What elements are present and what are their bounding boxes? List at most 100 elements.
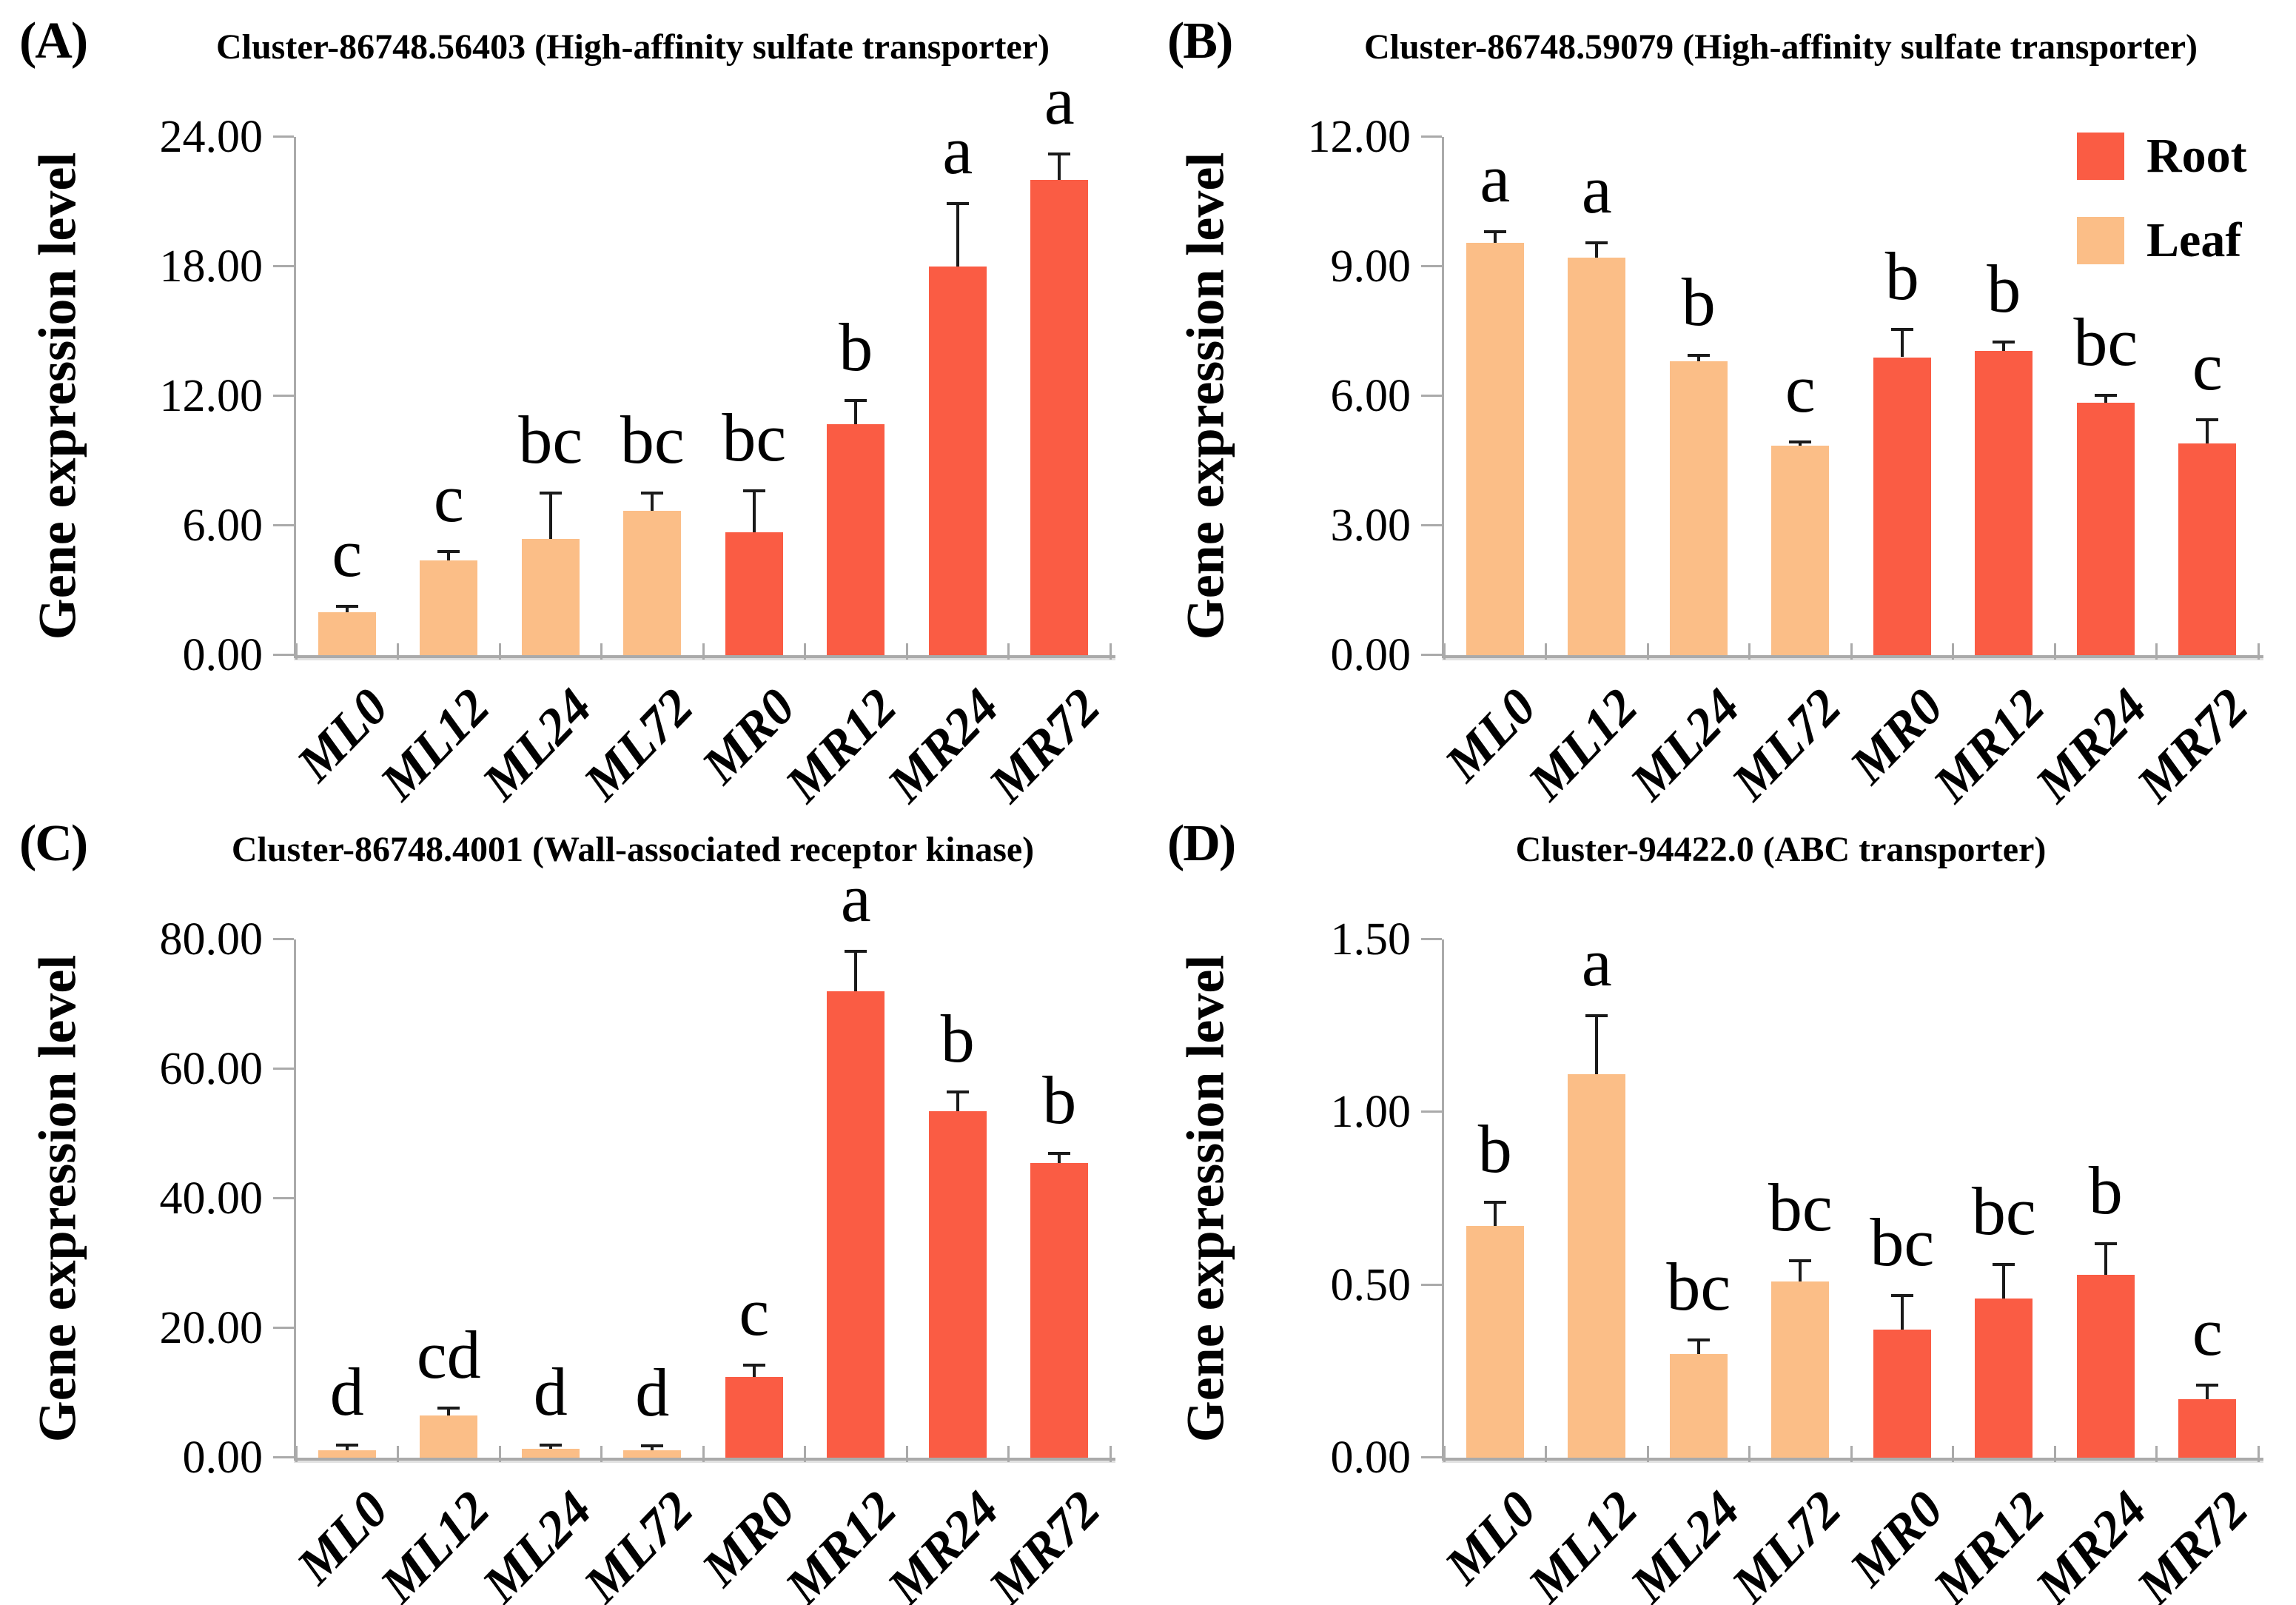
x-tick-mark (2155, 643, 2158, 660)
bar-mr12 (827, 991, 885, 1458)
panel-b-plot-area: 12.00 9.00 6.00 3.00 0.00 a ML0 a ML12 b ML24 c ML72… (1148, 0, 2296, 813)
significance-letter: b (1987, 251, 2021, 327)
error-bar-cap (437, 550, 460, 553)
bar-ml24 (1669, 361, 1728, 655)
error-bar-line (752, 491, 756, 532)
x-label-ml24: ML24 (471, 1481, 603, 1605)
error-bar-line (447, 1407, 451, 1416)
error-bar-cap (1890, 327, 1913, 331)
error-bar-cap (946, 202, 969, 206)
x-tick-mark (2053, 1446, 2056, 1462)
error-bar-cap (1687, 1338, 1710, 1342)
significance-letter: c (433, 460, 464, 536)
error-bar-line (548, 1445, 552, 1449)
x-axis-line (1442, 655, 2263, 658)
error-bar-cap (1048, 153, 1071, 156)
error-bar-line (1696, 1340, 1700, 1354)
error-bar-line (1493, 232, 1497, 243)
bar-mr72 (1030, 180, 1089, 655)
error-bar-cap (641, 1444, 664, 1448)
y-tick-label: 6.00 (182, 500, 263, 551)
y-axis-line (1442, 939, 1444, 1460)
bar-mr24 (2076, 402, 2135, 655)
error-bar-cap (1483, 230, 1506, 234)
y-tick-mark (1421, 395, 1442, 397)
y-tick-mark (1421, 135, 1442, 138)
bar-mr0 (725, 532, 783, 655)
error-bar-line (854, 400, 858, 424)
x-tick-mark (1952, 643, 1954, 660)
significance-letter: bc (1870, 1204, 1935, 1280)
error-bar-cap (335, 605, 358, 609)
x-label-mr24: MR24 (876, 678, 1010, 814)
x-label-mr12: MR12 (1923, 1481, 2056, 1605)
bar-ml72 (623, 510, 682, 655)
bar-mr12 (827, 423, 885, 655)
error-bar-cap (2196, 418, 2219, 422)
x-tick-mark (600, 1446, 602, 1462)
significance-letter: b (940, 1000, 975, 1076)
legend-label-leaf: Leaf (2146, 213, 2242, 267)
y-axis-line (294, 939, 296, 1460)
x-tick-mark (295, 1446, 298, 1462)
x-label-mr72: MR72 (979, 678, 1112, 814)
x-tick-mark (2257, 643, 2260, 660)
bar-ml12 (420, 1415, 478, 1458)
error-bar-cap (2094, 1242, 2117, 1245)
panel-c-title: Cluster-86748.4001 (Wall-associated rece… (231, 830, 1035, 869)
bar-ml0 (318, 611, 376, 655)
error-bar-cap (1483, 1200, 1506, 1204)
bar-ml0 (1466, 242, 1524, 655)
x-tick-mark (1443, 643, 1446, 660)
significance-letter: a (1480, 141, 1511, 217)
significance-letter: a (840, 860, 871, 936)
bar-mr24 (2076, 1274, 2135, 1458)
error-bar-line (2206, 420, 2209, 444)
panel-d-plot-area: 1.50 1.00 0.50 0.00 b ML0 a ML12 bc ML24 bc ML72 bc M… (1148, 802, 2296, 1605)
legend-row-root: Root (2077, 132, 2247, 181)
x-tick-mark (397, 1446, 399, 1462)
error-bar-line (1799, 1261, 1802, 1281)
bar-ml0 (1466, 1226, 1524, 1458)
bar-ml12 (1568, 1074, 1626, 1458)
error-bar-cap (845, 398, 867, 402)
significance-letter: bc (2073, 304, 2138, 380)
significance-letter: bc (1768, 1170, 1833, 1245)
x-label-ml24: ML24 (471, 678, 603, 811)
error-bar-line (1493, 1202, 1497, 1227)
y-tick-mark (1421, 1456, 1442, 1458)
error-bar-cap (1993, 1262, 2015, 1266)
error-bar-line (345, 606, 349, 612)
significance-letter: b (1042, 1062, 1077, 1138)
x-tick-mark (1748, 1446, 1750, 1462)
y-tick-mark (273, 1327, 294, 1329)
error-bar-cap (1048, 1151, 1071, 1155)
x-tick-mark (1109, 1446, 1112, 1462)
bar-mr72 (1030, 1162, 1089, 1458)
x-axis-line (294, 1458, 1115, 1461)
x-tick-mark (2257, 1446, 2260, 1462)
y-axis-line (1442, 137, 1444, 657)
y-tick-label: 20.00 (159, 1303, 263, 1353)
x-tick-mark (2053, 643, 2056, 660)
y-tick-mark (273, 395, 294, 397)
significance-letter: a (942, 113, 973, 189)
panel-c-label: (C) (19, 815, 88, 872)
x-tick-mark (1952, 1446, 1954, 1462)
x-label-ml72: ML72 (1721, 678, 1853, 811)
y-tick-label: 0.00 (182, 1433, 263, 1483)
error-bar-cap (1993, 341, 2015, 344)
error-bar-line (956, 204, 959, 267)
x-tick-mark (397, 643, 399, 660)
panel-b-title: Cluster-86748.59079 (High-affinity sulfa… (1363, 27, 2198, 67)
bar-ml24 (521, 538, 580, 655)
significance-letter: b (1477, 1110, 1512, 1187)
error-bar-line (2002, 342, 2006, 351)
bar-mr72 (2178, 1398, 2237, 1458)
bar-mr0 (1873, 357, 1931, 655)
error-bar-line (1058, 154, 1061, 181)
x-label-ml72: ML72 (573, 1481, 705, 1605)
x-label-mr24: MR24 (2024, 678, 2158, 814)
x-label-mr12: MR12 (775, 678, 908, 814)
